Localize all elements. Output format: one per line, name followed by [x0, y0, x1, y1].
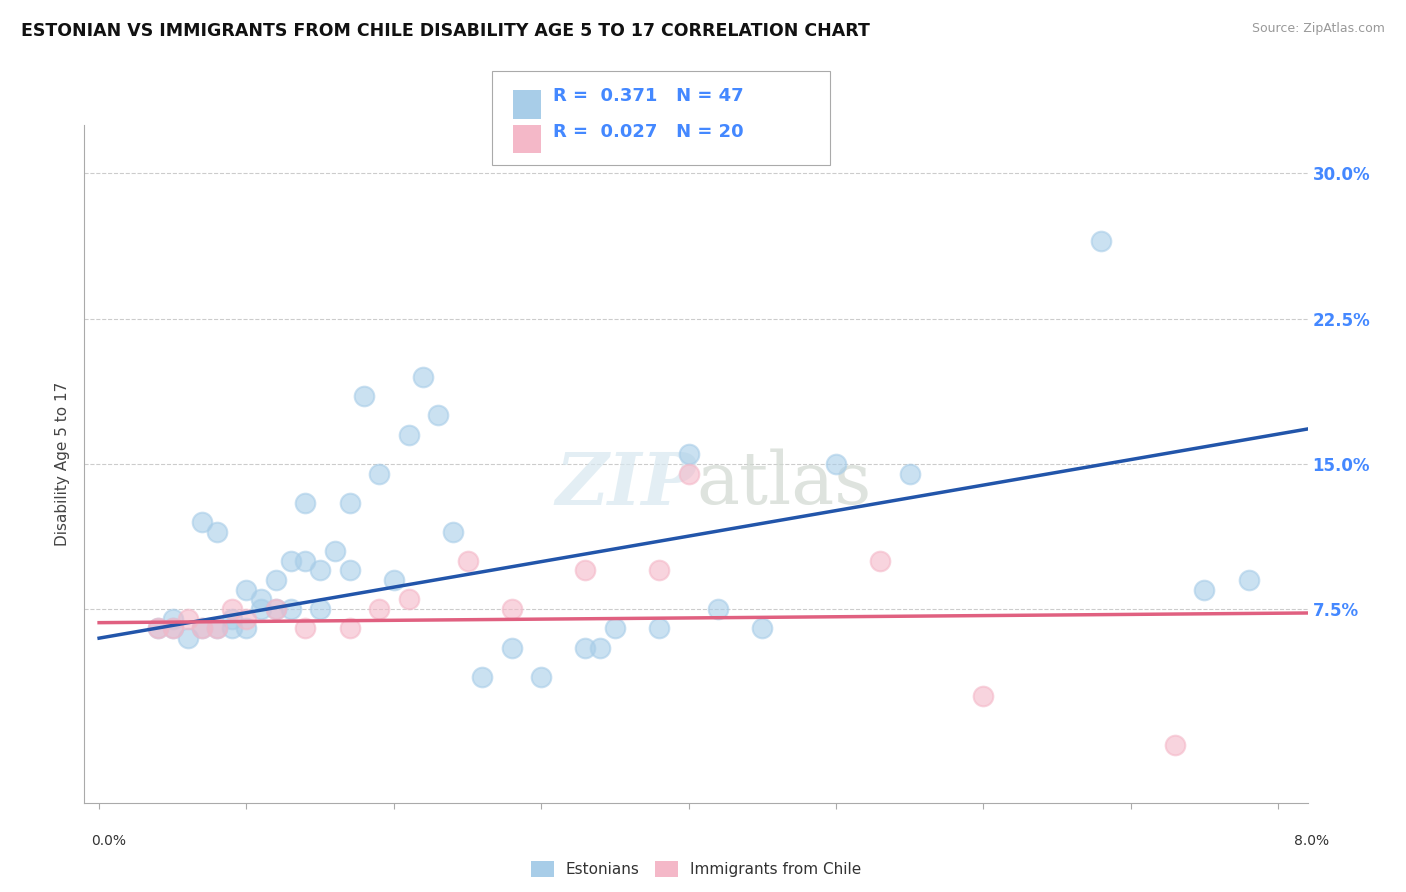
- Point: [294, 495, 316, 509]
- Point: [648, 622, 671, 636]
- Point: [412, 369, 434, 384]
- Point: [235, 622, 257, 636]
- Point: [1164, 738, 1187, 752]
- Point: [589, 640, 612, 655]
- Point: [457, 554, 479, 568]
- Point: [235, 582, 257, 597]
- Point: [221, 602, 243, 616]
- Point: [339, 622, 361, 636]
- Point: [162, 622, 184, 636]
- Point: [280, 554, 302, 568]
- Point: [339, 495, 361, 509]
- Text: R =  0.371   N = 47: R = 0.371 N = 47: [553, 87, 744, 104]
- Point: [368, 467, 391, 481]
- Point: [264, 602, 287, 616]
- Point: [972, 690, 994, 704]
- Point: [825, 457, 848, 471]
- Point: [264, 602, 287, 616]
- Point: [235, 612, 257, 626]
- Point: [353, 389, 375, 403]
- Point: [176, 631, 198, 645]
- Point: [398, 592, 420, 607]
- Point: [1090, 234, 1112, 248]
- Point: [205, 622, 228, 636]
- Point: [501, 602, 523, 616]
- Point: [869, 554, 891, 568]
- Text: 0.0%: 0.0%: [91, 834, 127, 848]
- Point: [294, 622, 316, 636]
- Point: [398, 427, 420, 442]
- Text: R =  0.027   N = 20: R = 0.027 N = 20: [553, 123, 744, 141]
- Point: [191, 622, 214, 636]
- Point: [162, 622, 184, 636]
- Point: [294, 554, 316, 568]
- Point: [205, 524, 228, 539]
- Point: [309, 563, 332, 577]
- Legend: Estonians, Immigrants from Chile: Estonians, Immigrants from Chile: [524, 855, 868, 883]
- Point: [707, 602, 730, 616]
- Point: [309, 602, 332, 616]
- Point: [250, 602, 273, 616]
- Point: [146, 622, 169, 636]
- Point: [751, 622, 773, 636]
- Point: [280, 602, 302, 616]
- Point: [530, 670, 553, 684]
- Point: [191, 515, 214, 529]
- Point: [1237, 573, 1260, 587]
- Text: Source: ZipAtlas.com: Source: ZipAtlas.com: [1251, 22, 1385, 36]
- Point: [427, 409, 450, 423]
- Point: [898, 467, 921, 481]
- Point: [323, 544, 346, 558]
- Point: [574, 640, 596, 655]
- Point: [191, 622, 214, 636]
- Point: [339, 563, 361, 577]
- Text: 8.0%: 8.0%: [1294, 834, 1329, 848]
- Point: [471, 670, 494, 684]
- Point: [146, 622, 169, 636]
- Point: [205, 622, 228, 636]
- Point: [250, 592, 273, 607]
- Point: [221, 612, 243, 626]
- Point: [603, 622, 626, 636]
- Point: [441, 524, 464, 539]
- Point: [648, 563, 671, 577]
- Point: [176, 612, 198, 626]
- Point: [162, 612, 184, 626]
- Point: [382, 573, 405, 587]
- Y-axis label: Disability Age 5 to 17: Disability Age 5 to 17: [55, 382, 70, 546]
- Text: atlas: atlas: [696, 449, 872, 519]
- Point: [678, 467, 700, 481]
- Point: [501, 640, 523, 655]
- Point: [574, 563, 596, 577]
- Point: [368, 602, 391, 616]
- Point: [221, 622, 243, 636]
- Text: ESTONIAN VS IMMIGRANTS FROM CHILE DISABILITY AGE 5 TO 17 CORRELATION CHART: ESTONIAN VS IMMIGRANTS FROM CHILE DISABI…: [21, 22, 870, 40]
- Point: [1194, 582, 1216, 597]
- Text: ZIP: ZIP: [555, 449, 696, 520]
- Point: [264, 573, 287, 587]
- Point: [678, 447, 700, 461]
